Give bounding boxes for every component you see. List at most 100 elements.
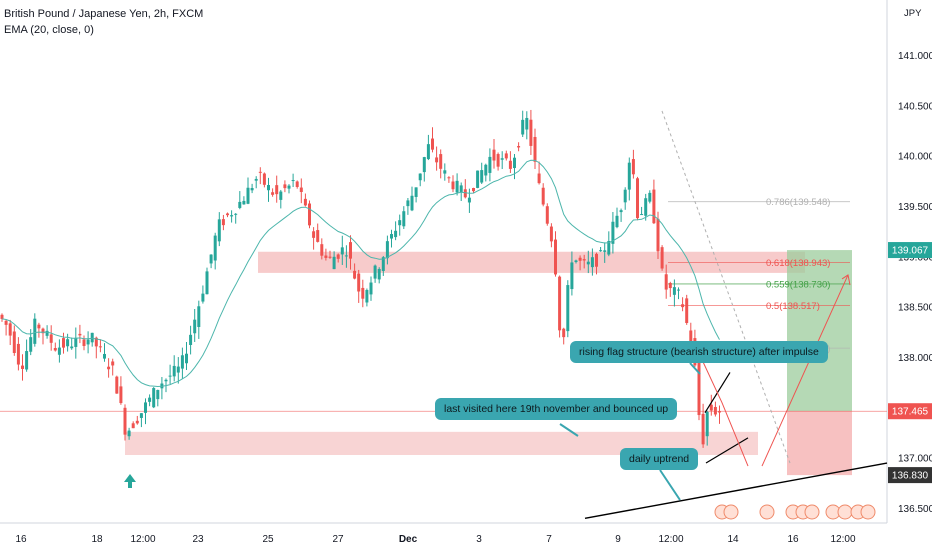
candle-body [705, 411, 709, 437]
candle-body [57, 347, 61, 355]
candle-body [508, 160, 512, 169]
candle-body [459, 185, 463, 193]
candle-body [176, 366, 180, 373]
candle-body [668, 282, 672, 289]
candle-body [37, 324, 41, 329]
candle-body [418, 173, 422, 181]
candle-body [86, 339, 90, 345]
candle-body [291, 180, 295, 182]
candle-body [164, 379, 168, 382]
x-tick-label: 16 [15, 534, 27, 545]
candle-body [529, 119, 533, 146]
candle-body [193, 319, 197, 334]
candle-body [344, 255, 348, 257]
y-tick-label: 140.000 [898, 152, 932, 163]
candle-body [689, 330, 693, 346]
candle-body [271, 192, 275, 195]
candle-body [652, 189, 656, 224]
candle-body [513, 157, 516, 169]
candle-body [718, 411, 721, 413]
candle-body [254, 178, 258, 181]
candle-body [595, 253, 598, 267]
y-tick-label: 138.500 [898, 303, 932, 314]
candle-body [672, 287, 676, 295]
candle-body [435, 157, 439, 163]
candle-body [586, 261, 590, 265]
target-box [787, 250, 852, 412]
note-pointer [559, 423, 579, 437]
candle-body [16, 343, 20, 365]
fib-level-label: 0.786(139.548) [766, 197, 830, 208]
candle-body [525, 117, 529, 130]
candle-body [74, 337, 78, 347]
candle-body [599, 250, 603, 252]
candle-body [398, 220, 402, 226]
candle-body [279, 191, 283, 200]
daily-uptrend-line [584, 462, 888, 520]
candle-body [619, 210, 623, 213]
candle-body [492, 149, 496, 161]
candle-body [648, 192, 652, 202]
candle-body [504, 153, 508, 159]
candle-body [353, 270, 357, 279]
candle-body [701, 413, 705, 445]
candle-body [238, 201, 242, 208]
candle-body [295, 181, 299, 187]
candle-body [131, 423, 135, 429]
candle-body [332, 256, 336, 270]
last-visited-note: last visited here 19th november and boun… [435, 398, 678, 420]
candle-body [603, 250, 607, 252]
candle-body [664, 274, 668, 290]
candle-body [545, 206, 549, 224]
x-tick-label: Dec [399, 534, 418, 545]
y-tick-label: 139.500 [898, 202, 932, 213]
candle-body [537, 173, 541, 184]
y-tick-label: 141.000 [898, 51, 932, 62]
candle-body [373, 265, 377, 279]
candle-body [623, 189, 627, 203]
last-price-tag: 137.465 [892, 407, 929, 418]
x-tick-label: 25 [262, 534, 274, 545]
candle-body [111, 361, 115, 366]
candle-body [467, 197, 471, 203]
x-tick-label: 16 [787, 534, 799, 545]
candle-body [283, 184, 287, 189]
candle-body [29, 337, 33, 352]
candle-body [357, 273, 361, 292]
x-tick-label: 3 [476, 534, 482, 545]
candle-body [41, 328, 45, 334]
candle-body [566, 285, 570, 332]
candle-body [172, 365, 176, 377]
stop-price-tag: 136.830 [892, 471, 929, 482]
candle-body [455, 180, 459, 193]
candle-body [185, 353, 188, 364]
projection-up-arrow [761, 274, 849, 467]
candle-body [406, 200, 410, 207]
candle-body [615, 215, 619, 228]
candle-body [484, 164, 488, 176]
candle-body [697, 362, 701, 416]
candle-body [119, 386, 123, 404]
y-tick-label: 136.500 [898, 504, 932, 515]
candle-body [308, 203, 311, 226]
daily-uptrend-note: daily uptrend [620, 448, 699, 470]
candle-body [402, 211, 406, 227]
candle-body [558, 276, 562, 331]
note-pointer [659, 469, 681, 501]
event-marker-icon [804, 504, 820, 520]
candle-body [541, 187, 545, 205]
candle-body [660, 247, 664, 269]
x-tick-label: 14 [727, 534, 739, 545]
candle-body [299, 187, 303, 192]
fib-level-label: 0.618(138.943) [766, 258, 830, 269]
candle-body [349, 242, 352, 259]
candle-body [644, 198, 648, 216]
candle-body [115, 376, 119, 394]
candle-body [246, 187, 250, 204]
x-tick-label: 7 [546, 534, 552, 545]
candle-body [562, 328, 566, 338]
candle-body [414, 187, 418, 197]
x-tick-label: 23 [192, 534, 204, 545]
